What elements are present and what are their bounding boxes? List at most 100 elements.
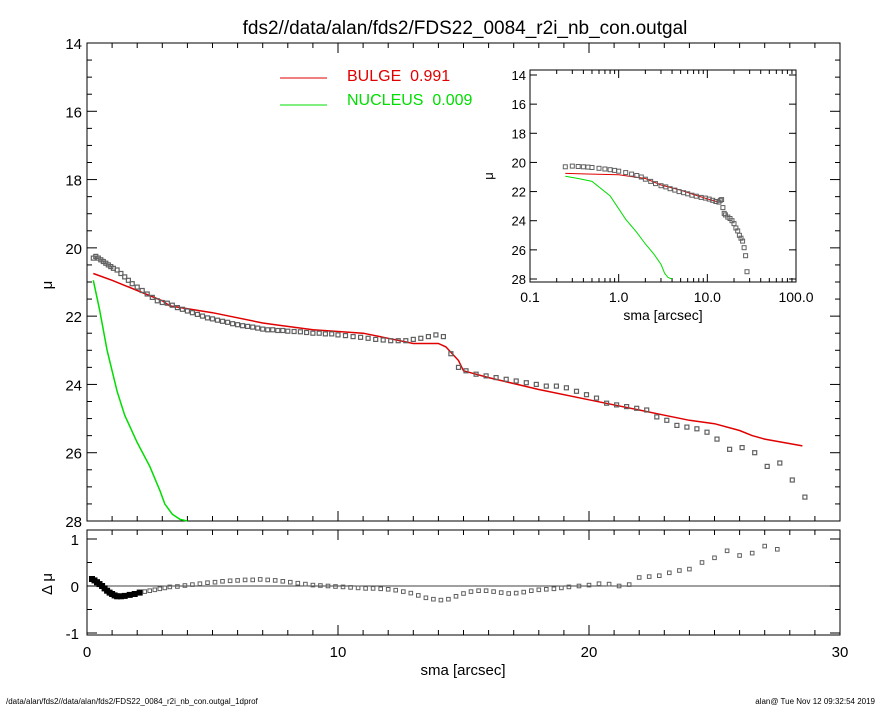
main-data-point xyxy=(139,287,145,294)
main-data-point xyxy=(225,319,231,325)
main-data-point xyxy=(593,395,600,401)
residual-point xyxy=(295,580,301,586)
residual-point xyxy=(205,580,210,586)
residual-point xyxy=(566,584,572,590)
inset-data-point xyxy=(719,197,725,203)
residual-point xyxy=(257,577,263,582)
residual-point xyxy=(310,582,316,588)
main-y-tick-label: 14 xyxy=(65,36,82,53)
main-data-point xyxy=(342,333,349,339)
inset-x-tick-label: 0.1 xyxy=(520,289,540,305)
residual-point xyxy=(280,579,286,584)
main-data-point xyxy=(164,300,170,306)
main-data-point xyxy=(304,329,310,336)
main-data-point xyxy=(533,381,539,387)
inset-x-axis: 0.1 1.0 10.0 100.0 xyxy=(520,70,814,305)
main-y-axis: 14 16 18 20 22 24 26 28 xyxy=(65,36,840,531)
main-data-point xyxy=(493,375,499,381)
residual-point xyxy=(749,550,755,556)
main-data-point xyxy=(204,315,211,321)
main-data-point xyxy=(752,450,758,456)
main-data-point xyxy=(523,380,529,386)
main-y-tick-label: 18 xyxy=(65,173,82,190)
footer-timestamp: alan@ Tue Nov 12 09:32:54 2019 xyxy=(755,697,875,706)
residual-point xyxy=(446,596,451,602)
main-data-point xyxy=(395,338,401,344)
residual-point xyxy=(408,590,414,596)
main-data-point xyxy=(448,351,454,357)
residual-point xyxy=(197,581,203,587)
inset-profile-panel: 14 16 18 20 22 24 26 28 0.1 1.0 10.0 100.0 μ sma [… xyxy=(481,68,814,323)
residual-point xyxy=(606,581,612,587)
main-data-point xyxy=(275,327,281,334)
residual-point xyxy=(491,589,496,594)
inset-y-tick-label: 26 xyxy=(512,243,526,258)
main-data-point xyxy=(403,338,409,344)
main-data-point xyxy=(684,424,690,430)
main-series-group xyxy=(90,253,808,522)
main-data-point xyxy=(125,277,132,283)
residual-point xyxy=(363,586,368,591)
inset-y-tick-label: 24 xyxy=(512,214,526,229)
inset-data-point xyxy=(648,178,654,184)
inset-data-point xyxy=(596,165,602,171)
residual-point xyxy=(551,586,557,592)
inset-data-point xyxy=(642,176,648,182)
main-y-tick-label: 16 xyxy=(65,104,82,121)
residual-point xyxy=(521,589,527,595)
residual-point xyxy=(699,560,705,565)
main-data-point xyxy=(455,364,462,370)
residual-series-group xyxy=(89,543,780,603)
main-data-point xyxy=(789,477,795,483)
main-data-point xyxy=(230,321,236,327)
residual-point xyxy=(506,591,511,596)
residual-y-tick-label: -1 xyxy=(66,626,79,643)
residual-point xyxy=(175,584,180,589)
residual-point xyxy=(220,579,225,584)
main-data-point xyxy=(583,392,590,398)
inset-series-group xyxy=(562,163,750,280)
main-data-point xyxy=(358,334,364,340)
inset-data-point xyxy=(569,163,575,169)
inset-data-point xyxy=(658,183,664,189)
inset-background xyxy=(529,69,797,283)
residual-point xyxy=(646,574,652,579)
main-data-point xyxy=(563,385,570,391)
footer-file-path: /data/alan/fds2//data/alan/fds2/FDS22_00… xyxy=(6,697,258,706)
main-data-point xyxy=(169,302,175,308)
residual-point xyxy=(378,586,383,592)
residual-point xyxy=(142,589,147,594)
main-data-point xyxy=(184,308,190,314)
main-data-point xyxy=(122,274,128,280)
main-y-tick-label: 22 xyxy=(65,309,82,326)
x-tick-label: 20 xyxy=(581,644,598,661)
residual-y-axis: -1 0 1 xyxy=(66,532,840,643)
main-y-tick-label: 20 xyxy=(65,241,82,258)
residual-point xyxy=(461,591,466,596)
main-data-point xyxy=(553,383,560,389)
residual-point xyxy=(212,579,218,585)
residual-point xyxy=(121,592,128,599)
legend-nucleus-label: NUCLEUS 0.009 xyxy=(347,92,472,109)
residual-point xyxy=(737,553,742,558)
main-data-point xyxy=(189,310,195,316)
main-data-point xyxy=(623,404,630,410)
inset-x-tick-label: 1.0 xyxy=(609,289,629,305)
residual-point xyxy=(596,581,602,587)
residual-point xyxy=(576,583,582,589)
residual-point xyxy=(513,590,519,596)
residual-point xyxy=(265,577,270,583)
residual-point xyxy=(272,578,278,583)
residual-point xyxy=(147,588,152,594)
residual-point xyxy=(423,595,429,601)
inset-y-axis: 14 16 18 20 22 24 26 28 xyxy=(512,68,796,287)
inset-data-point xyxy=(575,164,581,169)
residual-point xyxy=(657,573,662,579)
residual-point xyxy=(544,587,549,592)
residual-point xyxy=(498,590,504,595)
main-y-tick-label: 28 xyxy=(65,514,82,531)
main-data-point xyxy=(270,327,276,333)
residual-point xyxy=(126,591,133,598)
residual-point xyxy=(677,568,682,573)
